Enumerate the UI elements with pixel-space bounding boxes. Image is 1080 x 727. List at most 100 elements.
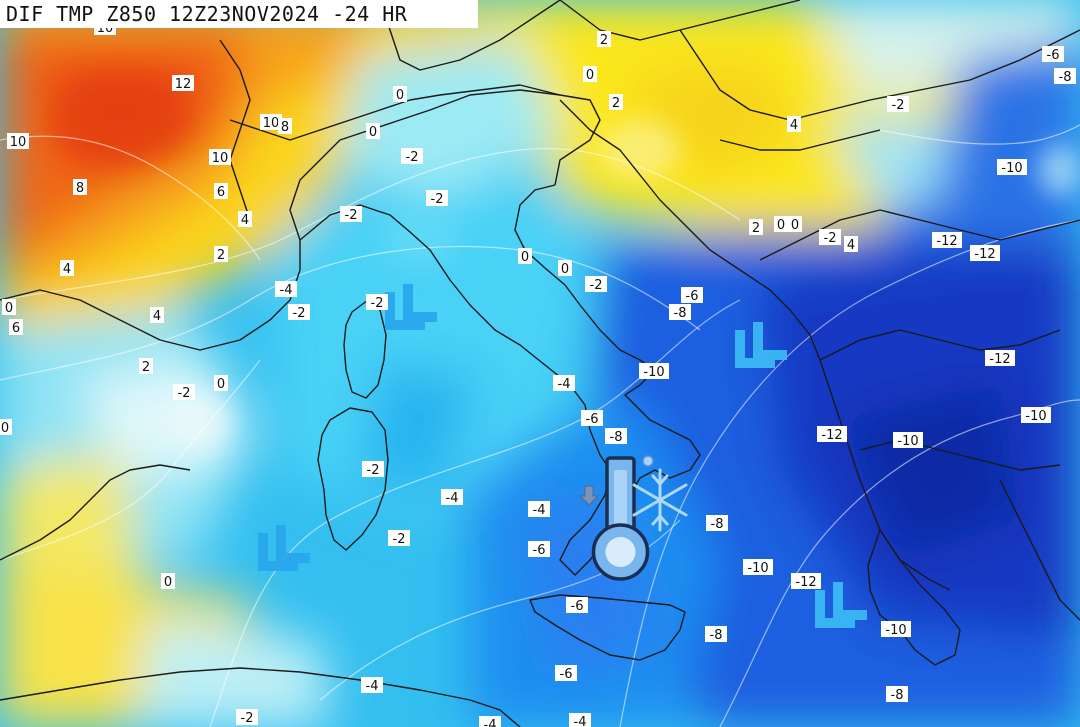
contour-label-background bbox=[172, 75, 194, 91]
contour-label-background bbox=[705, 626, 727, 642]
contour-label: 0 bbox=[366, 123, 380, 140]
contour-label: -2 bbox=[236, 709, 258, 726]
contour-label-background bbox=[985, 350, 1015, 366]
contour-label-text: 12 bbox=[175, 77, 192, 92]
contour-label: -12 bbox=[791, 573, 821, 590]
contour-label: 6 bbox=[214, 183, 228, 200]
double-chevron-icon bbox=[815, 582, 867, 628]
contour-label-background bbox=[1021, 407, 1051, 423]
contour-label-background bbox=[260, 114, 282, 130]
contour-label: -2 bbox=[288, 304, 310, 321]
contour-label: 4 bbox=[150, 307, 164, 324]
contour-label-background bbox=[706, 515, 728, 531]
contour-label: -2 bbox=[173, 384, 195, 401]
contour-label: -12 bbox=[817, 426, 847, 443]
contour-label: -4 bbox=[528, 501, 550, 518]
contour-label: -6 bbox=[528, 541, 550, 558]
contour-label: 8 bbox=[73, 179, 87, 196]
contour-label-text: 2 bbox=[142, 360, 150, 375]
sardinia-coastline bbox=[317, 407, 389, 551]
snowflake-icon bbox=[632, 468, 688, 532]
contour-label-background bbox=[569, 713, 591, 727]
contour-label-background bbox=[366, 294, 388, 310]
contour-label: -8 bbox=[705, 626, 727, 643]
contour-label-text: 0 bbox=[561, 262, 569, 277]
contour-label-background bbox=[597, 31, 611, 47]
wind-chevrons bbox=[258, 284, 867, 628]
contour-label: 2 bbox=[609, 94, 623, 111]
contour-label-text: -2 bbox=[824, 231, 837, 246]
contour-label: -2 bbox=[585, 276, 607, 293]
contour-label-background bbox=[893, 432, 923, 448]
contour-label: 0 bbox=[558, 260, 572, 277]
greece-coastline bbox=[867, 529, 961, 666]
contour-label: -2 bbox=[388, 530, 410, 547]
contour-label-text: -2 bbox=[431, 192, 444, 207]
contour-label-background bbox=[558, 260, 572, 276]
contour-label-text: -12 bbox=[936, 234, 957, 249]
contour-label-background bbox=[139, 358, 153, 374]
contour-label-background bbox=[609, 94, 623, 110]
contour-label: -10 bbox=[743, 559, 773, 576]
double-chevron-icon bbox=[735, 322, 787, 368]
contour-label: 0 bbox=[2, 299, 16, 316]
contour-label-text: 6 bbox=[217, 185, 225, 200]
contour-label: 0 bbox=[0, 419, 12, 436]
contour-label: -8 bbox=[669, 304, 691, 321]
contour-label-text: -2 bbox=[371, 296, 384, 311]
contour-label-background bbox=[585, 276, 607, 292]
contour-label: -2 bbox=[340, 206, 362, 223]
contour-label-text: -6 bbox=[686, 289, 699, 304]
contour-label-text: -6 bbox=[571, 599, 584, 614]
contour-label: 2 bbox=[139, 358, 153, 375]
contour-label: 0 bbox=[393, 86, 407, 103]
contour-label: -2 bbox=[366, 294, 388, 311]
contour-label-background bbox=[749, 219, 763, 235]
contour-label-text: 8 bbox=[76, 181, 84, 196]
contour-label-text: 0 bbox=[586, 68, 594, 83]
contour-label-background bbox=[566, 597, 588, 613]
contour-label-text: -10 bbox=[1025, 409, 1046, 424]
contour-label-text: -6 bbox=[560, 667, 573, 682]
contour-label: 10 bbox=[209, 149, 231, 166]
contour-label-text: -8 bbox=[711, 517, 724, 532]
contour-label-background bbox=[60, 260, 74, 276]
contour-label: -6 bbox=[1042, 46, 1064, 63]
contour-label-background bbox=[278, 118, 292, 134]
contour-label-background bbox=[238, 211, 252, 227]
contour-label-text: -8 bbox=[1059, 70, 1072, 85]
contour-label-text: -12 bbox=[795, 575, 816, 590]
contour-label-text: -6 bbox=[533, 543, 546, 558]
contour-label-text: -10 bbox=[885, 623, 906, 638]
contour-label: 12 bbox=[172, 75, 194, 92]
contour-label-text: -8 bbox=[891, 688, 904, 703]
contour-label-background bbox=[388, 530, 410, 546]
contour-label: -4 bbox=[479, 716, 501, 727]
map-header-title: DIF TMP Z850 12Z23NOV2024 -24 HR bbox=[0, 0, 478, 28]
contour-label: 0 bbox=[214, 375, 228, 392]
contour-label: 4 bbox=[60, 260, 74, 277]
contour-label-background bbox=[361, 677, 383, 693]
contour-label-text: -8 bbox=[610, 430, 623, 445]
north-africa-coastline bbox=[0, 667, 521, 727]
thermometer-icon bbox=[591, 455, 654, 581]
contour-label-text: 0 bbox=[791, 218, 799, 233]
contour-label-text: 0 bbox=[217, 377, 225, 392]
contour-label: -12 bbox=[970, 245, 1000, 262]
contour-label-background bbox=[173, 384, 195, 400]
contour-label: -8 bbox=[605, 428, 627, 445]
contour-label-background bbox=[340, 206, 362, 222]
contour-label-background bbox=[787, 116, 801, 132]
contour-label-background bbox=[887, 96, 909, 112]
contour-label: -4 bbox=[553, 375, 575, 392]
contour-label-text: 0 bbox=[396, 88, 404, 103]
contour-label: 2 bbox=[214, 246, 228, 263]
double-chevron-icon bbox=[385, 284, 437, 330]
contour-label-background bbox=[0, 419, 12, 435]
contour-label: -6 bbox=[581, 410, 603, 427]
contour-label-text: 2 bbox=[752, 221, 760, 236]
contour-label-text: -4 bbox=[574, 715, 587, 727]
contour-label-background bbox=[791, 573, 821, 589]
double-chevron-icon bbox=[258, 525, 310, 571]
